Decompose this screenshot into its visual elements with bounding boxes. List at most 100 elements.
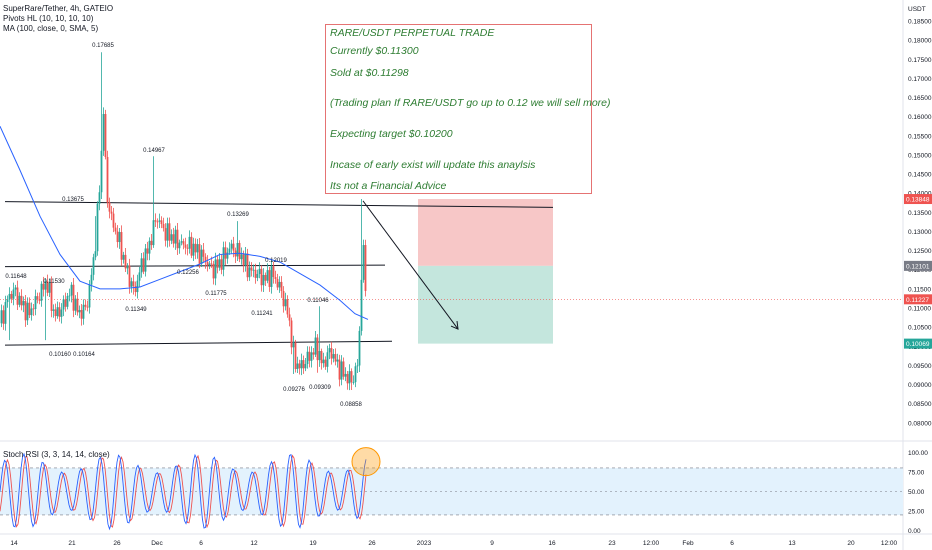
candle-body xyxy=(64,299,67,307)
price-tick-label: 0.18500 xyxy=(908,19,932,26)
candle-body xyxy=(58,307,61,317)
pivot-label: 0.11241 xyxy=(251,311,273,317)
candle-body xyxy=(160,220,163,225)
price-tick-label: 0.10500 xyxy=(908,325,932,332)
candle-body xyxy=(146,248,149,254)
candle-body xyxy=(302,360,305,369)
candle-body xyxy=(298,363,301,369)
candle-body xyxy=(322,359,325,364)
candle-body xyxy=(90,274,93,285)
candle-body xyxy=(148,240,151,254)
candle-body xyxy=(14,287,17,290)
candle-body xyxy=(238,242,241,260)
candle-body xyxy=(26,302,29,321)
candle-body xyxy=(138,272,141,281)
candle-body xyxy=(132,281,135,287)
candle-body xyxy=(140,258,143,273)
candle-body xyxy=(316,337,319,361)
pivot-label: 0.11046 xyxy=(307,298,329,304)
candle-body xyxy=(348,371,351,384)
pivot-label: 0.11648 xyxy=(5,274,27,280)
rsi-tick-label: 75.00 xyxy=(908,469,925,476)
candle-body xyxy=(204,256,207,262)
time-tick-label: 23 xyxy=(608,540,616,547)
candle-body xyxy=(24,301,27,321)
price-tick-label: 0.14500 xyxy=(908,172,932,179)
candle-body xyxy=(252,269,255,271)
pivot-label: 0.10160 xyxy=(49,352,71,358)
candle-body xyxy=(84,304,87,307)
candle-body xyxy=(236,242,239,257)
candle-body xyxy=(332,354,335,359)
candle-body xyxy=(282,291,285,307)
stoch-rsi-legend[interactable]: Stoch RSI (3, 3, 14, 14, close) xyxy=(3,450,110,459)
candle-body xyxy=(338,359,341,380)
candle-body xyxy=(306,351,309,365)
candle-body xyxy=(224,247,227,259)
candle-body xyxy=(300,360,303,369)
pivot-label: 0.12256 xyxy=(177,270,199,276)
price-tick-label: 0.09000 xyxy=(908,382,932,389)
candle-body xyxy=(194,243,197,253)
candle-body xyxy=(350,371,353,383)
candle-body xyxy=(320,351,323,364)
annotation-line-2: Currently $0.11300 xyxy=(330,45,419,57)
pivot-label: 0.09309 xyxy=(309,385,331,391)
candle-body xyxy=(46,281,49,293)
price-tag-label: 0.11227 xyxy=(906,297,929,304)
candle-body xyxy=(106,156,109,203)
trade-annotation-box[interactable]: RARE/USDT PERPETUAL TRADE Currently $0.1… xyxy=(325,24,611,194)
candle-body xyxy=(344,373,347,377)
take-profit-zone xyxy=(418,265,553,344)
candle-body xyxy=(54,309,57,317)
candle-body xyxy=(244,253,247,266)
candle-body xyxy=(228,248,231,253)
candle-body xyxy=(114,227,117,232)
candle-body xyxy=(120,232,123,260)
candle-body xyxy=(318,351,321,361)
price-tag xyxy=(904,260,932,271)
price-tag xyxy=(904,294,932,305)
pivots-legend[interactable]: Pivots HL (10, 10, 10, 10) xyxy=(3,14,94,23)
price-tick-label: 0.18000 xyxy=(908,38,932,45)
candle-body xyxy=(36,296,39,300)
price-tick-label: 0.12500 xyxy=(908,248,932,255)
candle-body xyxy=(242,254,245,266)
candle-body xyxy=(10,293,13,299)
candle-body xyxy=(20,295,23,306)
rsi-highlight-circle xyxy=(351,447,381,477)
candle-body xyxy=(96,203,99,252)
candle-body xyxy=(346,373,349,384)
pivot-label: 0.13675 xyxy=(62,197,84,203)
candle-body xyxy=(156,221,159,223)
candle-body xyxy=(296,363,299,369)
candle-body xyxy=(184,244,187,248)
price-tag-label: 0.12101 xyxy=(906,263,930,270)
resistance-line xyxy=(4,201,554,208)
candle-body xyxy=(312,352,315,355)
candle-body xyxy=(274,277,277,279)
candle-body xyxy=(62,299,65,310)
candle-body xyxy=(266,270,269,281)
rsi-tick-label: 0.00 xyxy=(908,528,921,535)
symbol-title: SuperRare/Tether, 4h, GATEIO xyxy=(3,4,114,13)
time-tick-label: 20 xyxy=(847,540,855,547)
ma-legend[interactable]: MA (100, close, 0, SMA, 5) xyxy=(3,24,99,33)
candle-body xyxy=(82,304,85,319)
candle-body xyxy=(50,282,53,311)
candle-body xyxy=(2,310,5,324)
pivot-label: 0.17685 xyxy=(92,43,114,49)
candle-body xyxy=(334,354,337,362)
price-tick-label: 0.15000 xyxy=(908,152,932,159)
candle-body xyxy=(130,281,133,287)
price-tick-label: 0.08000 xyxy=(908,420,932,427)
price-tick-label: 0.16000 xyxy=(908,114,932,121)
projection-arrowhead xyxy=(450,320,459,330)
candle-body xyxy=(226,252,229,259)
candle-body xyxy=(176,229,179,249)
time-tick-label: 2023 xyxy=(417,540,432,547)
pivot-label: 0.11349 xyxy=(125,307,147,313)
candle-body xyxy=(206,261,209,266)
annotation-line-6: Incase of early exist will update this a… xyxy=(330,159,536,171)
